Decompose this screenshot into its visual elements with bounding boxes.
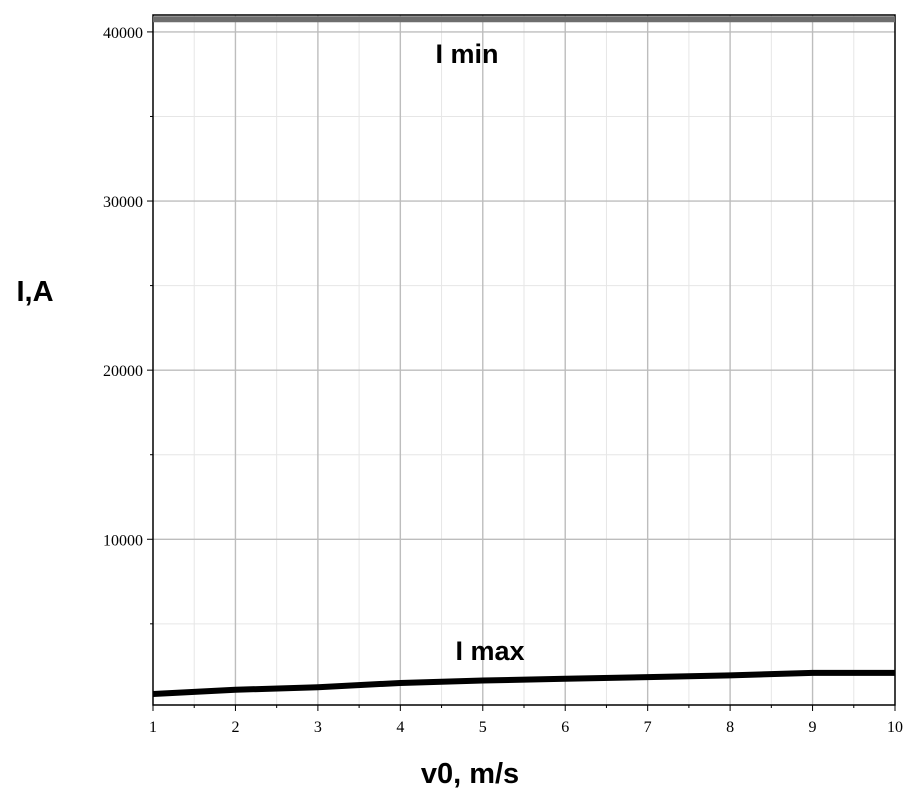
grid-major	[153, 15, 895, 705]
x-tick-label: 9	[809, 719, 817, 736]
x-tick-label: 5	[479, 719, 487, 736]
y-tick-label: 30000	[103, 194, 143, 211]
series-label-i-max: I max	[455, 636, 524, 666]
series-line-i-max	[152, 669, 895, 697]
x-tick-label: 2	[231, 719, 239, 736]
x-tick-label: 4	[396, 719, 404, 736]
y-tick-label: 40000	[103, 25, 143, 42]
x-tick-labels: 1 2 3 4 5 6 7 8 9 10	[149, 719, 903, 736]
x-tick-label: 7	[644, 719, 652, 736]
grid-minor	[153, 15, 895, 705]
series-label-i-min: I min	[435, 39, 498, 69]
y-tick-labels: 10000 20000 30000 40000	[103, 25, 143, 549]
series-lines	[152, 16, 895, 697]
y-axis-label: I,A	[16, 276, 53, 308]
x-tick-label: 10	[887, 719, 903, 736]
y-tick-label: 10000	[103, 532, 143, 549]
y-tick-label: 20000	[103, 363, 143, 380]
x-tick-label: 8	[726, 719, 734, 736]
x-tick-label: 1	[149, 719, 157, 736]
x-tick-label: 6	[561, 719, 569, 736]
axis-ticks	[147, 31, 896, 711]
x-tick-label: 3	[314, 719, 322, 736]
x-axis-label: v0, m/s	[421, 758, 519, 790]
